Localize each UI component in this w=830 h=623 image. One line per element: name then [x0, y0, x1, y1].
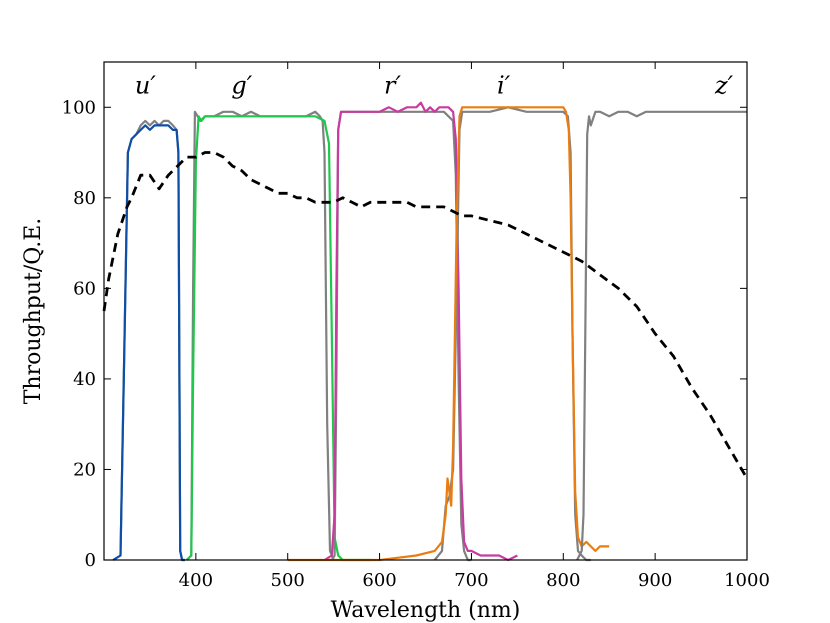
- y-tick-label: 100: [62, 97, 96, 118]
- x-tick-label: 400: [179, 570, 213, 591]
- y-tick-label: 40: [73, 369, 96, 390]
- band-label: u′: [135, 72, 156, 100]
- x-tick-label: 1000: [724, 570, 770, 591]
- series-line-3: [185, 115, 371, 562]
- y-axis-title: Throughput/Q.E.: [21, 218, 46, 405]
- band-label: i′: [497, 72, 511, 100]
- x-tick-label: 500: [271, 570, 305, 591]
- x-tick-label: 900: [638, 570, 672, 591]
- plot-frame: [103, 61, 748, 561]
- y-tick-label: 60: [73, 278, 96, 299]
- band-label-layer: u′ g′ r′ i′ z′: [135, 72, 734, 100]
- x-tick-label: 700: [454, 570, 488, 591]
- band-label: z′: [714, 72, 734, 100]
- band-label: g′: [231, 72, 252, 100]
- y-tick-label: 20: [73, 459, 96, 480]
- band-label: r′: [384, 72, 401, 100]
- series-layer: [102, 101, 749, 562]
- series-line-7: [287, 106, 610, 562]
- series-line-5: [323, 101, 518, 562]
- series-line-1: [112, 124, 185, 562]
- x-axis-title: Wavelength (nm): [331, 598, 521, 623]
- x-tick-label: 800: [546, 570, 580, 591]
- y-tick-label: 80: [73, 188, 96, 209]
- x-tick-label: 600: [362, 570, 396, 591]
- series-line-9: [102, 151, 749, 480]
- series-line-2: [185, 110, 335, 561]
- tick-layer: 400 500 600 700 800 900 1000 0 20 40 60 80 100: [62, 62, 770, 591]
- y-tick-label: 0: [85, 550, 96, 571]
- series-line-8: [576, 110, 747, 561]
